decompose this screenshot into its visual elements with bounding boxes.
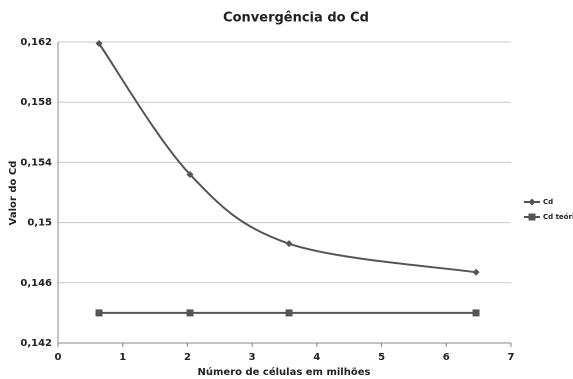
marker bbox=[472, 268, 480, 276]
legend-label: Cd teóric bbox=[543, 213, 573, 221]
y-tick-label: 0,15 bbox=[27, 218, 52, 229]
marker bbox=[528, 198, 536, 206]
marker bbox=[186, 309, 194, 317]
y-tick-label: 0,154 bbox=[20, 157, 52, 168]
x-tick-label: 1 bbox=[119, 352, 126, 363]
marker bbox=[472, 309, 480, 317]
x-tick-label: 5 bbox=[378, 352, 385, 363]
x-axis-label: Número de células em milhões bbox=[198, 366, 371, 378]
x-tick-label: 2 bbox=[184, 352, 191, 363]
y-axis-label: Valor do Cd bbox=[8, 161, 19, 226]
y-tick-label: 0,142 bbox=[20, 338, 52, 349]
x-tick-label: 0 bbox=[55, 352, 62, 363]
legend-label: Cd bbox=[543, 198, 553, 206]
marker bbox=[95, 309, 103, 317]
marker bbox=[95, 40, 103, 48]
x-tick-label: 4 bbox=[313, 352, 320, 363]
x-tick-label: 7 bbox=[508, 352, 515, 363]
series-line bbox=[98, 42, 477, 274]
x-tick-label: 3 bbox=[249, 352, 256, 363]
y-tick-label: 0,162 bbox=[20, 37, 52, 48]
marker bbox=[285, 240, 293, 248]
marker bbox=[528, 213, 536, 221]
y-tick-label: 0,146 bbox=[20, 278, 52, 289]
y-tick-label: 0,158 bbox=[20, 97, 52, 108]
marker bbox=[186, 170, 194, 178]
x-tick-label: 6 bbox=[443, 352, 450, 363]
chart-title: Convergência do Cd bbox=[223, 11, 369, 26]
marker bbox=[285, 309, 293, 317]
